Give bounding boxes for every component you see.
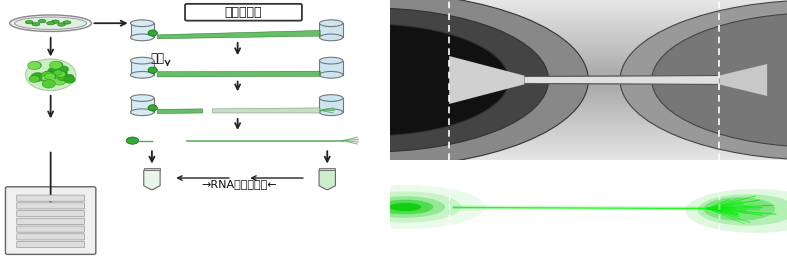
- Ellipse shape: [29, 76, 40, 82]
- Ellipse shape: [45, 73, 55, 80]
- Ellipse shape: [64, 76, 76, 83]
- Polygon shape: [157, 109, 202, 114]
- Ellipse shape: [350, 191, 461, 223]
- Ellipse shape: [57, 23, 65, 26]
- Polygon shape: [525, 76, 719, 84]
- Ellipse shape: [126, 137, 139, 144]
- FancyBboxPatch shape: [17, 226, 84, 232]
- Polygon shape: [320, 61, 343, 75]
- Ellipse shape: [48, 67, 59, 74]
- Ellipse shape: [43, 71, 57, 79]
- FancyBboxPatch shape: [17, 234, 84, 240]
- Ellipse shape: [9, 15, 91, 31]
- Ellipse shape: [148, 67, 157, 73]
- FancyBboxPatch shape: [6, 187, 96, 254]
- Ellipse shape: [53, 70, 63, 77]
- Ellipse shape: [28, 62, 39, 69]
- Ellipse shape: [131, 57, 154, 64]
- Ellipse shape: [25, 21, 33, 24]
- Ellipse shape: [50, 61, 62, 69]
- Ellipse shape: [54, 77, 66, 85]
- Ellipse shape: [25, 59, 76, 91]
- Ellipse shape: [231, 24, 509, 136]
- Polygon shape: [131, 23, 154, 37]
- Ellipse shape: [320, 20, 343, 27]
- Ellipse shape: [57, 70, 68, 77]
- Ellipse shape: [131, 109, 154, 116]
- Ellipse shape: [63, 21, 71, 24]
- Ellipse shape: [148, 105, 157, 111]
- Ellipse shape: [697, 194, 787, 226]
- Ellipse shape: [320, 95, 343, 101]
- Ellipse shape: [148, 30, 157, 36]
- Ellipse shape: [51, 20, 59, 23]
- Polygon shape: [157, 71, 320, 77]
- Ellipse shape: [151, 0, 589, 168]
- Ellipse shape: [131, 20, 154, 27]
- Ellipse shape: [52, 73, 60, 78]
- Ellipse shape: [53, 62, 63, 68]
- Ellipse shape: [704, 197, 775, 221]
- Ellipse shape: [320, 109, 343, 116]
- Ellipse shape: [620, 0, 787, 160]
- Polygon shape: [131, 61, 154, 75]
- Ellipse shape: [320, 34, 343, 41]
- Ellipse shape: [43, 71, 57, 79]
- Ellipse shape: [131, 71, 154, 78]
- Polygon shape: [131, 98, 154, 112]
- Ellipse shape: [54, 70, 62, 75]
- Ellipse shape: [131, 34, 154, 41]
- Ellipse shape: [366, 196, 445, 218]
- Ellipse shape: [378, 200, 434, 214]
- Ellipse shape: [15, 17, 87, 29]
- Ellipse shape: [390, 203, 421, 211]
- Ellipse shape: [42, 80, 55, 88]
- Ellipse shape: [29, 61, 42, 69]
- Ellipse shape: [320, 71, 343, 78]
- FancyBboxPatch shape: [17, 218, 84, 224]
- Polygon shape: [157, 30, 320, 39]
- Polygon shape: [449, 56, 529, 104]
- Ellipse shape: [38, 76, 46, 81]
- Polygon shape: [320, 98, 343, 112]
- Ellipse shape: [46, 22, 54, 25]
- FancyBboxPatch shape: [185, 4, 302, 21]
- Ellipse shape: [57, 75, 68, 81]
- Ellipse shape: [41, 76, 50, 81]
- Text: 切断: 切断: [151, 52, 164, 65]
- FancyBboxPatch shape: [17, 241, 84, 248]
- Ellipse shape: [320, 57, 343, 64]
- Ellipse shape: [43, 74, 52, 79]
- Ellipse shape: [326, 185, 485, 229]
- Ellipse shape: [131, 95, 154, 101]
- Polygon shape: [320, 23, 343, 37]
- Ellipse shape: [58, 66, 68, 72]
- FancyBboxPatch shape: [17, 203, 84, 209]
- Text: 軸索が成長: 軸索が成長: [225, 6, 262, 19]
- Ellipse shape: [32, 23, 39, 26]
- Text: →RNAシーケンス←: →RNAシーケンス←: [201, 179, 277, 189]
- Ellipse shape: [31, 72, 45, 81]
- Polygon shape: [212, 108, 320, 113]
- Ellipse shape: [55, 71, 65, 77]
- Ellipse shape: [652, 13, 787, 147]
- Ellipse shape: [41, 71, 54, 79]
- Ellipse shape: [28, 61, 41, 70]
- Ellipse shape: [190, 8, 549, 152]
- Polygon shape: [319, 170, 335, 190]
- Polygon shape: [144, 170, 160, 190]
- Polygon shape: [319, 168, 335, 170]
- Polygon shape: [144, 168, 160, 170]
- FancyBboxPatch shape: [17, 211, 84, 217]
- Ellipse shape: [65, 74, 74, 80]
- FancyBboxPatch shape: [17, 195, 84, 201]
- Ellipse shape: [685, 189, 787, 233]
- Polygon shape: [719, 64, 767, 96]
- Text: マイクロ流路（1 cm）: マイクロ流路（1 cm）: [544, 8, 625, 18]
- Ellipse shape: [39, 20, 46, 23]
